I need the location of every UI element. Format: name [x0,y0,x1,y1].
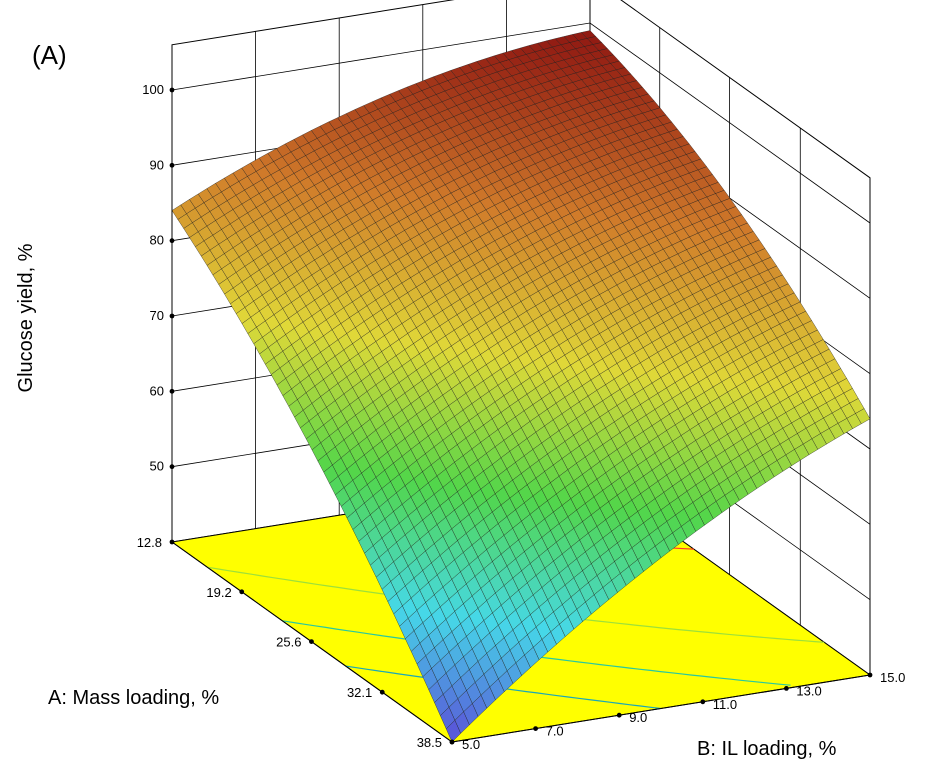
z-tick-label: 50 [150,459,164,474]
response-surface [171,30,871,743]
wall-z-gridline [171,22,871,224]
z-tick-dot [169,87,175,93]
x-axis-ticks: 12.8 19.2 25.6 32.1 38.5 [137,535,455,750]
y-tick-label: 15.0 [880,670,905,685]
z-tick-dot [169,313,175,319]
x-tick-label: 12.8 [137,535,162,550]
x-tick-label: 32.1 [347,685,372,700]
x-tick-label: 38.5 [417,735,442,750]
y-tick-dot [616,712,622,718]
z-axis-ticks: 50 60 70 80 90 100 [142,82,175,474]
x-tick-dot [379,689,385,695]
x-tick-dot [239,589,245,595]
z-tick-dot [169,162,175,168]
y-tick-label: 13.0 [796,683,821,698]
x-tick-label: 25.6 [276,635,301,650]
z-tick-label: 60 [150,383,164,398]
y-tick-dot [867,672,873,678]
y-tick-dot [533,726,538,731]
y-axis-title: B: IL loading, % [697,738,837,760]
surface-facet [445,719,461,743]
y-axis-line [451,674,871,743]
z-tick-dot [169,388,175,394]
z-axis-title: Glucose yield, % [15,243,37,392]
z-tick-label: 100 [142,82,164,97]
z-tick-label: 90 [150,157,164,172]
x-tick-dot [169,539,175,545]
x-tick-dot [309,639,314,645]
x-axis-title: A: Mass loading, % [48,687,219,709]
z-tick-label: 70 [150,308,164,323]
x-tick-label: 19.2 [206,585,231,600]
y-tick-dot [449,739,455,745]
floor-contour-line [282,620,791,686]
y-tick-label: 11.0 [713,697,737,712]
y-tick-label: 9.0 [629,710,647,725]
y-tick-label: 7.0 [546,724,564,739]
y-axis-ticks: 5.0 7.0 9.0 11.0 13.0 15.0 [449,670,905,752]
y-tick-dot [700,699,706,705]
y-tick-dot [784,686,789,691]
z-tick-label: 80 [150,233,164,248]
panel-label: (A) [32,40,67,70]
z-tick-dot [169,238,175,244]
z-tick-dot [169,464,175,470]
y-tick-label: 5.0 [462,737,480,752]
